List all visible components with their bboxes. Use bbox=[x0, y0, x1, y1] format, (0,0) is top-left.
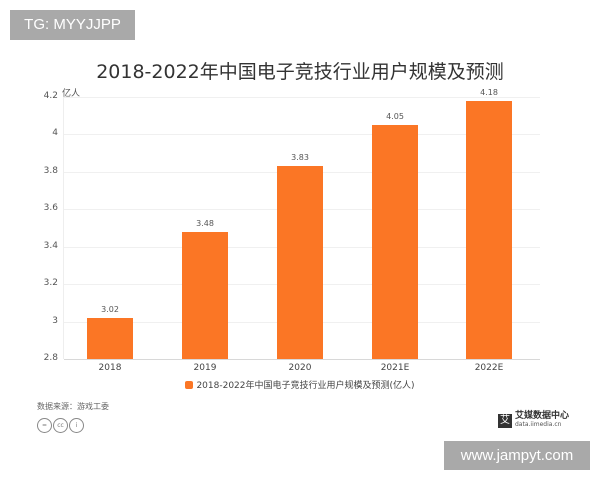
bar-value-label: 4.05 bbox=[386, 112, 404, 122]
legend-swatch bbox=[185, 380, 194, 389]
y-tick-label: 4 bbox=[52, 128, 58, 139]
watermark-top: TG: MYYJJPP bbox=[10, 10, 135, 40]
y-axis-unit: 亿人 bbox=[62, 89, 81, 99]
y-axis-line bbox=[63, 97, 64, 359]
cc-by-icon: i bbox=[69, 418, 84, 433]
cc-nd-icon: = bbox=[37, 418, 52, 433]
watermark-bottom: www.jampyt.com bbox=[444, 441, 590, 470]
iimedia-logo: 艾 艾媒数据中心 data.iimedia.cn bbox=[498, 412, 569, 429]
data-source: 数据来源：游戏工委 bbox=[37, 402, 109, 411]
y-tick-label: 3.4 bbox=[43, 240, 58, 251]
logo-glyph-icon: 艾 bbox=[498, 413, 512, 428]
legend: 2018-2022年中国电子竞技行业用户规模及预测(亿人) bbox=[0, 378, 600, 391]
chart-title: 2018-2022年中国电子竞技行业用户规模及预测 bbox=[96, 61, 504, 83]
x-axis-line bbox=[64, 359, 540, 360]
bar-2022E bbox=[466, 100, 512, 359]
y-tick-label: 3 bbox=[52, 315, 58, 326]
y-tick-label: 3.2 bbox=[43, 278, 58, 289]
bar-value-label: 3.02 bbox=[101, 304, 119, 314]
y-tick-label: 3.6 bbox=[43, 203, 58, 214]
bar-2018 bbox=[87, 317, 133, 359]
cc-icon: cc bbox=[53, 418, 68, 433]
gridline bbox=[64, 97, 540, 98]
x-tick-label: 2021E bbox=[380, 363, 410, 373]
y-tick-label: 4.2 bbox=[43, 91, 58, 101]
y-tick-label: 3.8 bbox=[43, 165, 58, 176]
x-tick-label: 2020 bbox=[288, 363, 312, 373]
x-tick-label: 2022E bbox=[474, 363, 504, 373]
y-tick-label: 2.8 bbox=[43, 353, 58, 363]
gridline bbox=[64, 134, 540, 136]
bar-value-label: 3.48 bbox=[196, 218, 214, 228]
bar-value-label: 3.83 bbox=[291, 153, 309, 163]
x-tick-label: 2018 bbox=[98, 363, 122, 373]
bar-value-label: 4.18 bbox=[480, 87, 498, 97]
logo-sub-text: data.iimedia.cn bbox=[515, 421, 562, 428]
legend-label: 2018-2022年中国电子竞技行业用户规模及预测(亿人) bbox=[196, 381, 415, 391]
bar-2021E bbox=[372, 125, 418, 359]
x-tick-label: 2019 bbox=[193, 363, 217, 373]
bar-2019 bbox=[182, 231, 228, 359]
logo-main-text: 艾媒数据中心 bbox=[515, 411, 570, 421]
bar-2020 bbox=[277, 166, 323, 359]
